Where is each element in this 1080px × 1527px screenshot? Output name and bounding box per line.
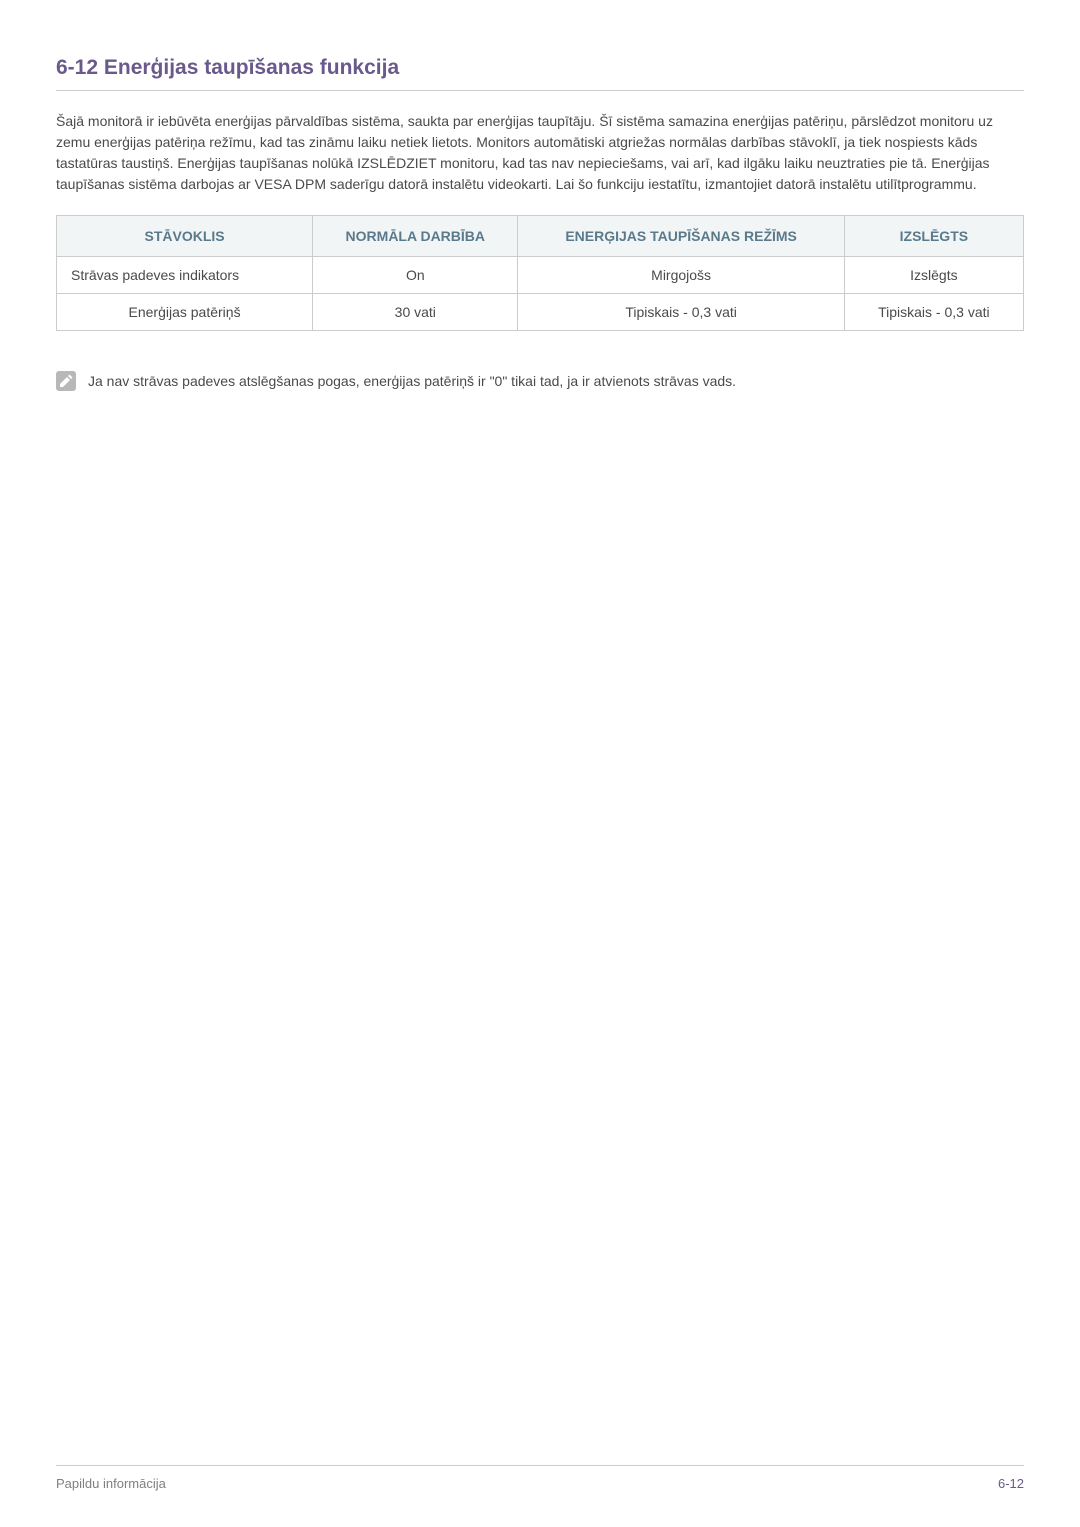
cell: Izslēgts <box>844 257 1023 294</box>
table-row: Enerģijas patēriņš 30 vati Tipiskais - 0… <box>57 294 1024 331</box>
note: Ja nav strāvas padeves atslēgšanas pogas… <box>56 371 1024 392</box>
intro-paragraph: Šajā monitorā ir iebūvēta enerģijas pārv… <box>56 111 1024 195</box>
cell: Tipiskais - 0,3 vati <box>844 294 1023 331</box>
col-saving: ENERĢIJAS TAUPĪŠANAS REŽĪMS <box>518 216 844 257</box>
page-footer: Papildu informācija 6-12 <box>56 1465 1024 1491</box>
cell: Strāvas padeves indikators <box>57 257 313 294</box>
footer-right: 6-12 <box>998 1476 1024 1491</box>
footer-left: Papildu informācija <box>56 1476 166 1491</box>
table-row: Strāvas padeves indikators On Mirgojošs … <box>57 257 1024 294</box>
col-normal: NORMĀLA DARBĪBA <box>313 216 518 257</box>
cell: Enerģijas patēriņš <box>57 294 313 331</box>
power-table: STĀVOKLIS NORMĀLA DARBĪBA ENERĢIJAS TAUP… <box>56 215 1024 331</box>
cell: Mirgojošs <box>518 257 844 294</box>
table-header-row: STĀVOKLIS NORMĀLA DARBĪBA ENERĢIJAS TAUP… <box>57 216 1024 257</box>
cell: On <box>313 257 518 294</box>
pencil-icon <box>58 373 74 389</box>
note-icon <box>56 371 76 391</box>
note-text: Ja nav strāvas padeves atslēgšanas pogas… <box>88 371 736 392</box>
col-off: IZSLĒGTS <box>844 216 1023 257</box>
cell: Tipiskais - 0,3 vati <box>518 294 844 331</box>
col-state: STĀVOKLIS <box>57 216 313 257</box>
cell: 30 vati <box>313 294 518 331</box>
section-heading: 6-12 Enerģijas taupīšanas funkcija <box>56 56 1024 91</box>
